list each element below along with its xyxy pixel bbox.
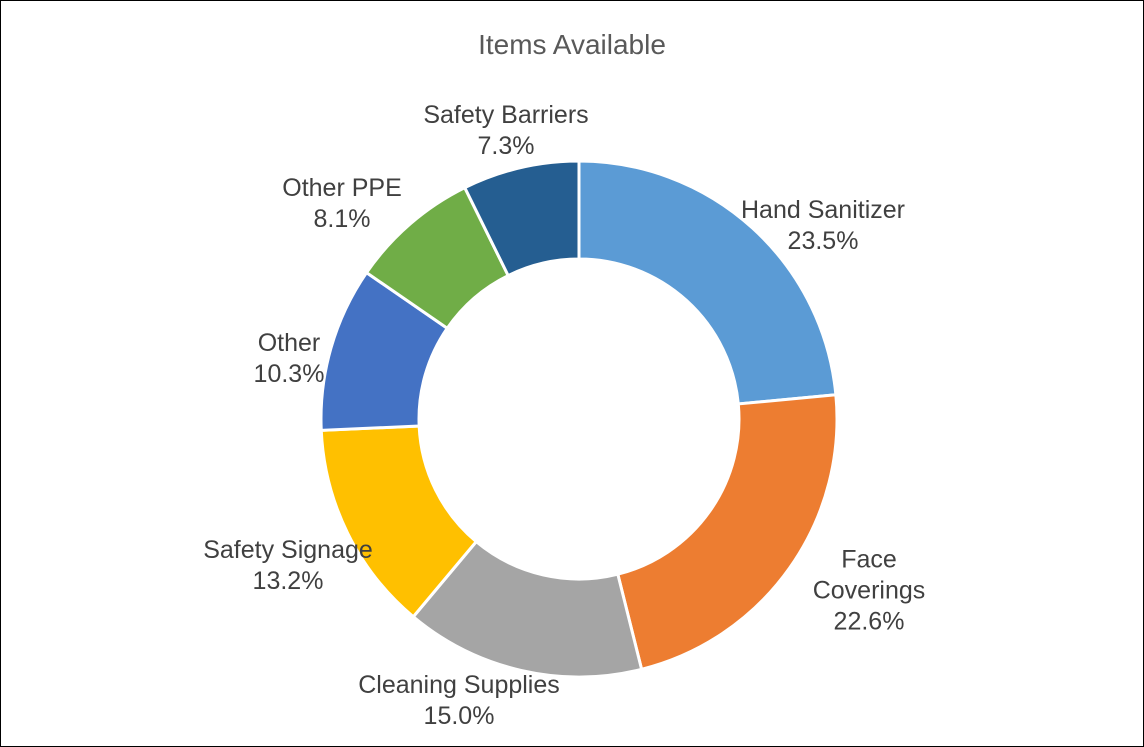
data-label: Cleaning Supplies 15.0% xyxy=(358,670,560,732)
donut-slice xyxy=(577,159,838,406)
data-label: Hand Sanitizer 23.5% xyxy=(741,195,905,257)
donut-slice xyxy=(615,393,839,672)
category-label: Safety Signage xyxy=(203,536,373,564)
value-label: 10.3% xyxy=(253,360,325,388)
value-label: 15.0% xyxy=(423,702,495,730)
category-label: Other PPE xyxy=(282,174,402,202)
data-label: Safety Signage 13.2% xyxy=(203,535,373,597)
category-label: Cleaning Supplies xyxy=(358,671,560,699)
data-label: Face Coverings 22.6% xyxy=(794,545,944,638)
donut-slice xyxy=(462,159,581,278)
data-label: Safety Barriers 7.3% xyxy=(423,100,588,162)
value-label: 13.2% xyxy=(252,567,324,595)
category-label: Face Coverings xyxy=(812,545,926,605)
category-label: Hand Sanitizer xyxy=(741,196,905,224)
data-label: Other PPE 8.1% xyxy=(282,173,402,235)
data-label: Other 10.3% xyxy=(254,328,325,390)
category-label: Safety Barriers xyxy=(423,101,589,129)
chart-title: Items Available xyxy=(478,29,666,60)
value-label: 8.1% xyxy=(313,205,371,233)
category-label: Other xyxy=(257,329,321,357)
value-label: 22.6% xyxy=(833,607,905,636)
value-label: 7.3% xyxy=(477,132,535,160)
value-label: 23.5% xyxy=(787,227,859,255)
